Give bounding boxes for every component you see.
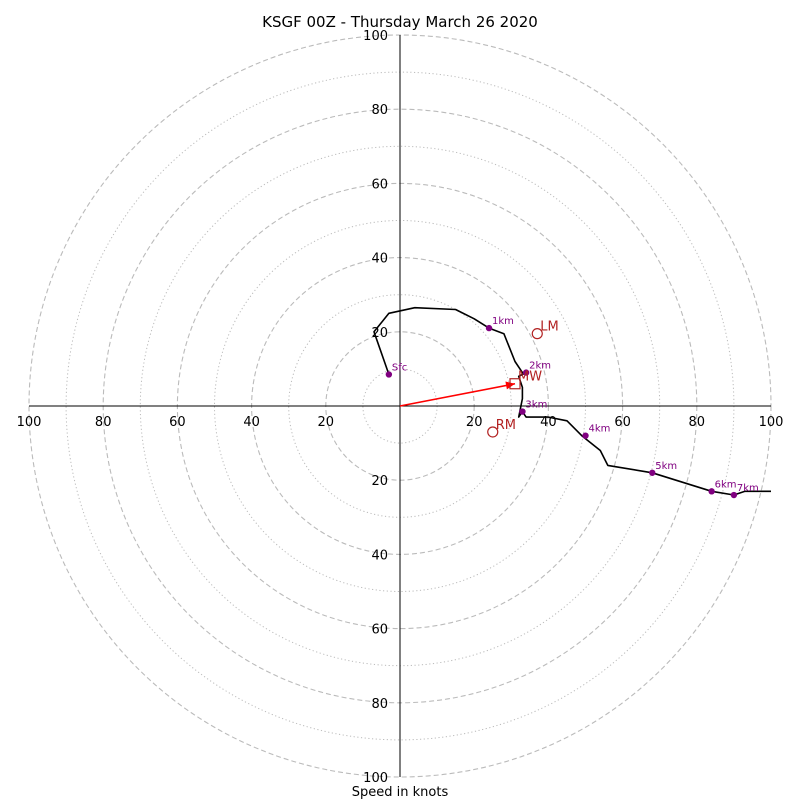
y-tick-label: 100 (363, 771, 388, 786)
y-tick-label: 40 (371, 252, 388, 267)
hodograph-trace-layer (373, 306, 771, 496)
height-marker-4km (582, 432, 589, 439)
y-tick-label: 20 (371, 474, 388, 489)
x-tick-label: 20 (466, 415, 483, 430)
motion-label-RM: RM (496, 418, 516, 433)
height-markers: Sfc 1km 2km 3km 4km 5km 6km 7km (385, 316, 759, 499)
x-axis-label: Speed in knots (352, 785, 449, 800)
y-tick-label: 80 (371, 697, 388, 712)
x-tick-label: 100 (759, 415, 784, 430)
shear-vector-line (399, 382, 516, 407)
height-label-Sfc: Sfc (392, 362, 407, 373)
x-tick-label: 40 (243, 415, 260, 430)
motion-marker-MW (509, 378, 521, 390)
x-tick-label: 20 (318, 415, 335, 430)
shear-vector-layer (399, 381, 516, 407)
height-marker-2km (522, 369, 530, 376)
y-tick-label: 60 (371, 623, 388, 638)
x-tick-label: 60 (614, 415, 631, 430)
height-marker-Sfc (385, 371, 393, 378)
x-tick-label: 100 (17, 415, 42, 430)
height-label-2km: 2km (529, 361, 551, 372)
height-marker-3km (519, 408, 526, 415)
tick-labels: 100 80 60 40 20 20 40 60 80 100100806040202040608… (17, 29, 784, 786)
x-tick-label: 80 (95, 415, 112, 430)
height-label-5km: 5km (655, 461, 677, 472)
x-tick-label: 40 (540, 415, 557, 430)
height-marker-5km (649, 469, 656, 476)
y-tick-label: 60 (371, 177, 388, 192)
height-label-3km: 3km (525, 400, 547, 411)
height-marker-6km (708, 488, 715, 495)
height-label-1km: 1km (492, 316, 514, 327)
storm-motion-markers: LM MW RM (487, 320, 559, 438)
x-tick-label: 60 (169, 415, 186, 430)
x-tick-label: 80 (689, 415, 706, 430)
y-tick-label: 100 (363, 29, 388, 44)
height-label-4km: 4km (589, 424, 611, 435)
height-label-6km: 6km (715, 479, 737, 490)
y-tick-label: 80 (371, 103, 388, 118)
y-tick-label: 40 (371, 548, 388, 563)
chart-title: KSGF 00Z - Thursday March 26 2020 (262, 13, 538, 31)
motion-label-LM: LM (540, 320, 558, 335)
height-marker-1km (485, 324, 493, 332)
hodograph-trace (373, 306, 771, 496)
motion-marker-LM (531, 328, 543, 340)
height-marker-7km (730, 491, 738, 499)
motion-label-MW: MW (518, 370, 542, 385)
height-label-7km: 7km (737, 483, 759, 494)
motion-marker-RM (487, 426, 499, 438)
